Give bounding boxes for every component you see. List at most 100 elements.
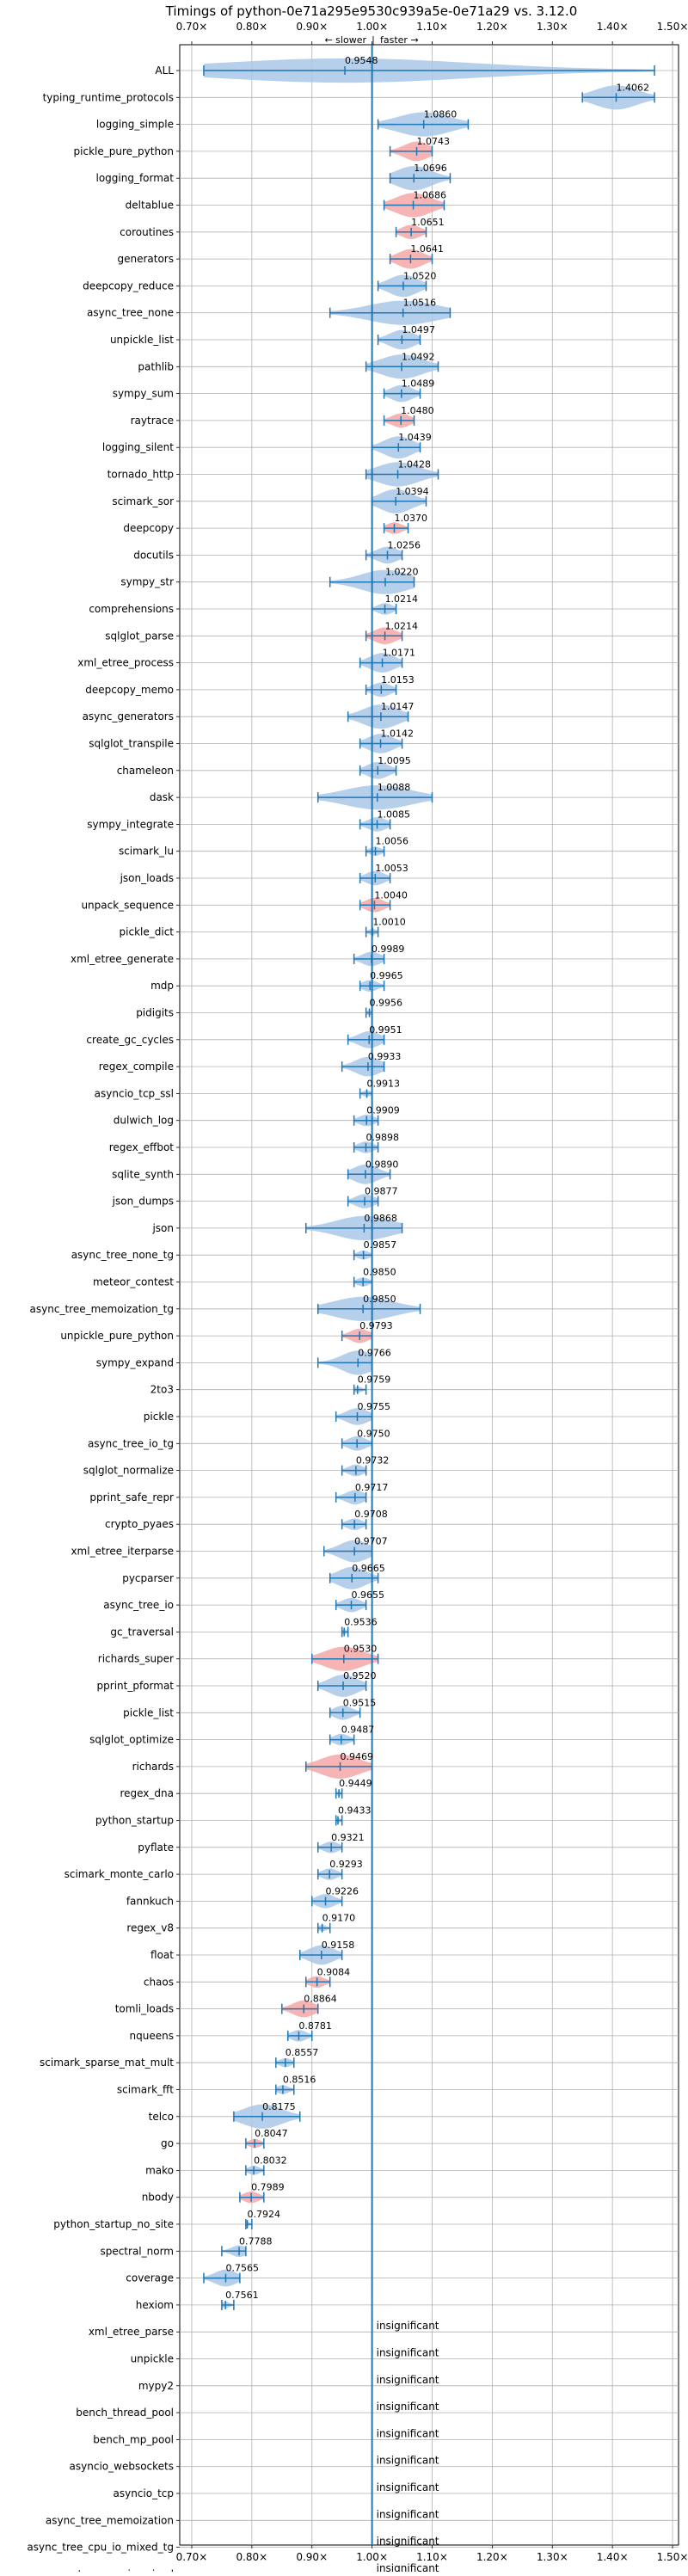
value-label-asyncio_tcp_ssl: 0.9913 [367, 1078, 401, 1089]
x-tick-label-top: 0.80× [236, 21, 267, 33]
value-label-xml_etree_generate: 0.9989 [372, 944, 405, 955]
x-tick-label-top: 1.40× [597, 21, 629, 33]
value-label-gc_traversal: 0.9536 [344, 1616, 378, 1627]
value-label-chameleon: 1.0095 [378, 755, 411, 766]
benchmark-label: async_tree_none [87, 307, 174, 319]
benchmark-label: float [150, 1949, 174, 1961]
benchmark-label: asyncio_websockets [70, 2461, 174, 2473]
benchmark-label: xml_etree_generate [71, 953, 174, 965]
value-label-deltablue: 1.0686 [414, 190, 447, 201]
benchmark-label: pickle_pure_python [74, 145, 174, 157]
benchmark-label: meteor_contest [93, 1276, 174, 1288]
value-label-tornado_http: 1.0428 [398, 459, 432, 470]
value-label-async_generators: 1.0147 [381, 701, 415, 712]
value-label-json: 0.9868 [364, 1213, 397, 1224]
benchmark-label: telco [149, 2111, 174, 2123]
benchmark-label: chameleon [117, 765, 174, 777]
x-tick-label-top: 1.10× [416, 21, 448, 33]
x-tick-label-top: 1.50× [657, 21, 688, 33]
violins [203, 58, 655, 2310]
benchmark-label: unpickle_pure_python [60, 1330, 174, 1342]
x-tick-label-bottom: 1.30× [537, 2551, 568, 2563]
insignificant-label: insignificant [377, 2562, 439, 2572]
insignificant-label: insignificant [377, 2455, 439, 2467]
value-label-pyflate: 0.9321 [331, 1832, 365, 1843]
benchmark-label: async_generators [83, 710, 174, 722]
x-tick-label-bottom: 1.00× [356, 2551, 388, 2563]
grid [180, 45, 679, 2575]
value-label-sympy_integrate: 1.0085 [378, 808, 411, 820]
benchmark-label: async_tree_cpu_io_mixed [43, 2568, 174, 2572]
value-label-nqueens: 0.8781 [298, 2020, 332, 2032]
value-label-deepcopy_reduce: 1.0520 [403, 270, 437, 281]
benchmark-label: regex_compile [99, 1061, 174, 1073]
value-label-typing_runtime_protocols: 1.4062 [616, 82, 649, 93]
benchmark-label: raytrace [131, 415, 174, 427]
benchmark-label: pickle_dict [120, 926, 175, 938]
value-label-float: 0.9158 [322, 1940, 355, 1951]
benchmark-label: async_tree_io_tg [88, 1437, 174, 1449]
benchmark-label: create_gc_cycles [86, 1034, 174, 1046]
value-label-coverage: 0.7565 [225, 2263, 259, 2274]
insignificant-label: insignificant [377, 2508, 439, 2520]
benchmark-label: comprehensions [89, 603, 174, 615]
x-tick-label-bottom: 1.20× [476, 2551, 508, 2563]
insignificant-label: insignificant [377, 2374, 439, 2386]
benchmark-label: pycparser [122, 1572, 174, 1584]
benchmark-label: generators [117, 253, 174, 265]
benchmark-label: nbody [142, 2192, 174, 2204]
value-label-unpickle_list: 1.0497 [402, 324, 435, 335]
benchmark-label: bench_thread_pool [76, 2407, 174, 2419]
benchmark-label: richards [132, 1761, 174, 1773]
value-label-scimark_sor: 1.0394 [396, 486, 429, 497]
value-label-scimark_lu: 1.0056 [376, 836, 409, 847]
benchmark-label: dask [150, 791, 174, 803]
value-label-sqlite_synth: 0.9890 [366, 1159, 399, 1170]
benchmark-label: coroutines [120, 226, 174, 238]
benchmark-label: async_tree_cpu_io_mixed_tg [27, 2542, 174, 2554]
insignificant-label: insignificant [377, 2427, 439, 2439]
benchmark-label: coverage [126, 2272, 174, 2284]
benchmark-label: scimark_monte_carlo [64, 1868, 174, 1880]
value-label-raytrace: 1.0480 [401, 405, 434, 416]
value-label-sympy_str: 1.0220 [385, 567, 419, 578]
benchmark-label: unpickle_list [110, 334, 174, 346]
value-label-coroutines: 1.0651 [411, 217, 445, 228]
x-tick-label-top: 1.00× [356, 21, 388, 33]
value-label-pickle_pure_python: 1.0743 [417, 136, 450, 147]
value-label-telco: 0.8175 [262, 2101, 296, 2112]
benchmark-label: regex_effbot [109, 1141, 175, 1153]
benchmark-label: async_tree_io [103, 1599, 174, 1611]
benchmark-label: xml_etree_iterparse [71, 1546, 174, 1558]
x-tick-label-bottom: 0.80× [236, 2551, 267, 2563]
benchmark-label: xml_etree_process [77, 657, 174, 669]
x-tick-label-bottom: 1.50× [657, 2551, 688, 2563]
value-label-spectral_norm: 0.7788 [239, 2235, 273, 2247]
benchmark-label: json_loads [120, 872, 174, 884]
benchmark-label: mako [145, 2164, 174, 2176]
benchmark-label: sympy_integrate [87, 818, 174, 830]
benchmark-label: deepcopy_reduce [83, 280, 174, 292]
benchmark-label: sympy_sum [113, 388, 174, 400]
value-label-dask: 1.0088 [378, 782, 411, 793]
value-label-comprehensions: 1.0214 [385, 593, 419, 605]
value-label-richards_super: 0.9530 [344, 1644, 378, 1655]
benchmark-label: chaos [144, 1976, 174, 1988]
x-tick-label-bottom: 1.10× [416, 2551, 448, 2563]
value-label-regex_dna: 0.9449 [339, 1778, 372, 1789]
benchmark-label: regex_dna [120, 1787, 174, 1799]
benchmark-label: asyncio_tcp_ssl [95, 1087, 174, 1099]
benchmark-label: pidigits [136, 1007, 174, 1019]
benchmark-label: nqueens [130, 2030, 174, 2042]
benchmark-label: xml_etree_parse [89, 2326, 174, 2338]
value-label-async_tree_io: 0.9655 [352, 1589, 385, 1601]
benchmark-label: tornado_http [108, 469, 174, 481]
benchmark-label: json [151, 1222, 174, 1234]
value-label-pidigits: 0.9956 [370, 998, 403, 1009]
benchmark-label: dulwich_log [114, 1115, 174, 1127]
value-label-sqlglot_optimize: 0.9487 [341, 1725, 375, 1736]
benchmark-label: asyncio_tcp [113, 2487, 174, 2499]
faster-label: faster → [380, 34, 419, 46]
